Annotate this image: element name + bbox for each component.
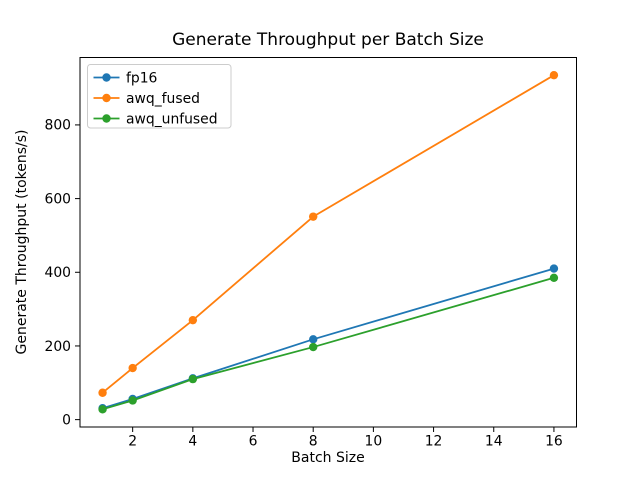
x-tick-label: 10 <box>365 434 383 450</box>
x-tick-label: 6 <box>249 434 258 450</box>
legend-marker-awq_fused <box>102 93 111 103</box>
legend-box <box>87 64 232 129</box>
x-tick-label: 8 <box>309 434 318 450</box>
legend: fp16 awq_fused awq_unfused <box>87 64 232 129</box>
y-tick-label: 400 <box>44 265 71 281</box>
data-point-awq_fused-x16 <box>549 70 559 80</box>
y-tick-label: 200 <box>44 339 71 355</box>
data-point-awq_unfused-x1 <box>98 405 107 414</box>
data-point-fp16-x8 <box>309 335 318 344</box>
series-line-awq_unfused <box>102 276 555 411</box>
x-tick-label: 4 <box>188 434 197 450</box>
data-point-awq_fused-x1 <box>98 388 107 397</box>
data-point-awq_fused-x4 <box>188 315 198 325</box>
y-axis-label: Generate Throughput (tokens/s) <box>14 130 30 355</box>
x-tick-label: 14 <box>485 434 503 450</box>
data-point-awq_unfused-x4 <box>188 374 198 384</box>
legend-entry-awq_unfused: awq_unfused <box>126 112 218 128</box>
data-point-fp16-x16 <box>549 264 559 273</box>
y-tick-label: 800 <box>44 118 71 134</box>
x-tick-label: 12 <box>425 434 443 450</box>
legend-marker-awq_unfused <box>102 114 111 123</box>
legend-entry-awq_fused: awq_fused <box>126 91 200 107</box>
legend-entry-fp16: fp16 <box>126 71 157 87</box>
legend-marker-fp16 <box>102 73 111 82</box>
plot-area: 2 4 6 8 10 12 14 16 0 200 400 600 800 fp16 awq_fusedaw… <box>44 57 577 450</box>
data-point-awq_fused-x8 <box>309 212 318 221</box>
data-point-awq_unfused-x8 <box>309 342 318 352</box>
y-tick-label: 0 <box>62 412 71 428</box>
axes-frame <box>79 57 577 428</box>
data-point-awq_unfused-x16 <box>549 273 559 283</box>
x-tick-label: 2 <box>128 434 137 450</box>
data-point-awq_fused-x2 <box>128 363 137 373</box>
data-point-awq_unfused-x2 <box>128 396 137 405</box>
x-axis-label: Batch Size <box>291 450 364 466</box>
x-tick-label: 16 <box>545 434 563 450</box>
chart-title: Generate Throughput per Batch Size <box>172 30 484 50</box>
y-tick-label: 600 <box>44 191 71 207</box>
